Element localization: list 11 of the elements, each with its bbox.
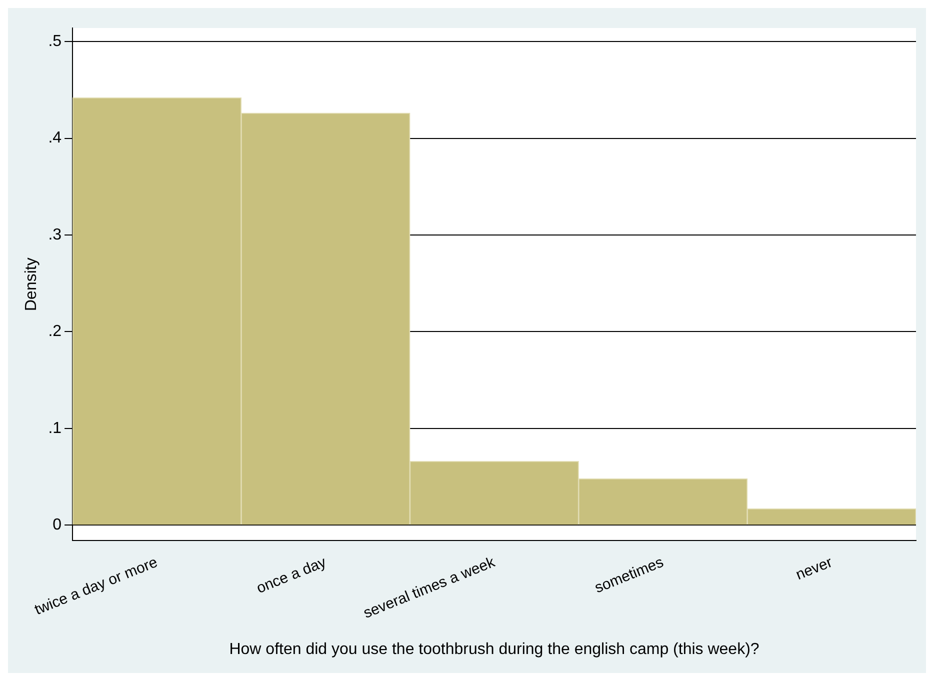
y-tick-label: .1 [48, 420, 62, 437]
y-tick-label: .5 [48, 32, 62, 50]
y-tick-label: 0 [52, 516, 62, 534]
x-tick-label: once a day [254, 554, 330, 598]
y-tick-label: .4 [48, 130, 62, 147]
y-tick-label: .3 [48, 226, 62, 244]
x-axis-title: How often did you use the toothbrush during the english camp (this week)? [229, 640, 760, 658]
x-tick-label: never [794, 554, 835, 584]
y-tick-label: .2 [48, 323, 62, 340]
y-axis-title: Density [23, 258, 40, 312]
x-tick-label: twice a day or more [32, 554, 160, 619]
